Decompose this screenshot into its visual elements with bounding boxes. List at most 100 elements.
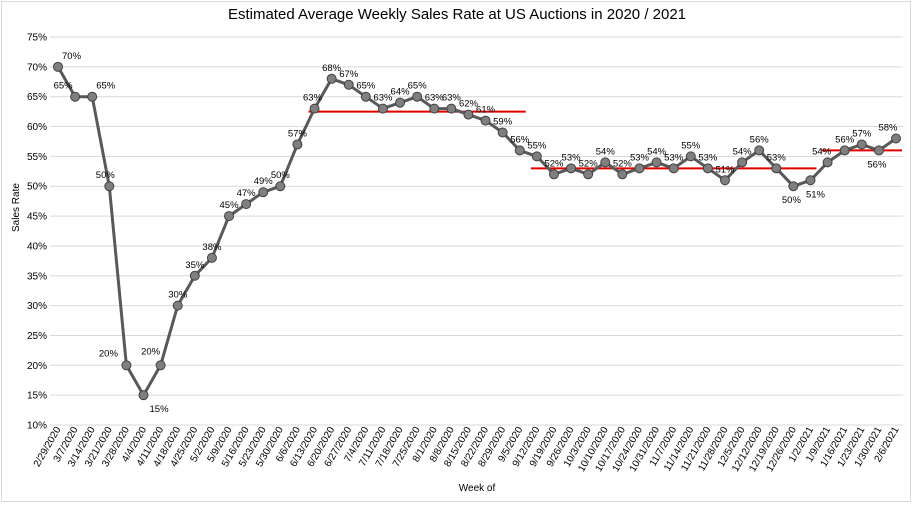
data-label: 54% (647, 146, 667, 157)
data-point (155, 360, 166, 371)
data-label: 57% (288, 128, 308, 139)
data-point (87, 91, 98, 102)
data-point (224, 211, 235, 222)
data-point (377, 103, 388, 114)
data-point (788, 181, 799, 192)
data-point (805, 175, 816, 186)
data-label: 54% (733, 146, 753, 157)
data-point (566, 163, 577, 174)
data-label: 35% (185, 260, 205, 271)
data-point (480, 115, 491, 126)
data-point (275, 181, 286, 192)
data-point (771, 163, 782, 174)
data-point (446, 103, 457, 114)
data-point (617, 169, 628, 180)
data-label: 30% (168, 290, 188, 301)
y-tick-label: 15% (27, 391, 47, 402)
data-point (531, 151, 542, 162)
data-point (412, 91, 423, 102)
data-label: 65% (356, 81, 376, 92)
data-label: 49% (254, 176, 274, 187)
data-point (497, 127, 508, 138)
data-point (668, 163, 679, 174)
data-label: 54% (596, 146, 616, 157)
data-label: 38% (202, 242, 222, 253)
data-point (463, 109, 474, 120)
data-label: 52% (544, 158, 564, 169)
series-line (56, 66, 897, 397)
data-label: 58% (878, 122, 898, 133)
data-label: 65% (54, 81, 74, 92)
y-tick-label: 75% (27, 33, 47, 44)
data-point (891, 133, 901, 144)
data-label: 15% (150, 404, 170, 415)
data-label: 50% (96, 170, 116, 181)
data-point (395, 97, 406, 108)
y-tick-label: 65% (27, 92, 47, 103)
data-label: 53% (630, 152, 650, 163)
y-tick-label: 40% (27, 241, 47, 252)
data-point (822, 157, 833, 168)
data-point (360, 91, 371, 102)
data-point (53, 61, 63, 72)
y-tick-label: 35% (27, 271, 47, 282)
data-label: 62% (459, 99, 479, 110)
data-point (121, 360, 132, 371)
data-point (241, 199, 252, 210)
data-point (651, 157, 662, 168)
data-label: 65% (408, 81, 428, 92)
y-tick-label: 25% (27, 331, 47, 342)
data-label: 50% (271, 170, 291, 181)
data-label: 56% (510, 134, 530, 145)
data-label: 70% (62, 51, 82, 62)
data-label: 55% (681, 140, 701, 151)
data-label: 63% (303, 93, 323, 104)
data-label: 50% (782, 195, 802, 206)
data-point (138, 390, 149, 401)
chart-title: Estimated Average Weekly Sales Rate at U… (227, 6, 687, 23)
data-label: 54% (812, 146, 832, 157)
y-tick-label: 10% (27, 421, 47, 432)
data-point (583, 169, 594, 180)
y-tick-label: 70% (27, 62, 47, 73)
data-point (873, 145, 884, 156)
data-label: 61% (476, 105, 496, 116)
data-point (754, 145, 765, 156)
data-point (600, 157, 611, 168)
data-label: 63% (442, 93, 462, 104)
data-label: 51% (715, 164, 735, 175)
data-point (189, 270, 200, 281)
y-tick-label: 20% (27, 361, 47, 372)
data-label: 55% (527, 140, 547, 151)
y-tick-label: 55% (27, 152, 47, 163)
data-point (737, 157, 748, 168)
data-point (343, 79, 354, 90)
x-axis-title: Week of (458, 483, 496, 494)
data-point (104, 181, 115, 192)
data-label: 52% (579, 158, 599, 169)
data-point (514, 145, 525, 156)
data-label: 56% (750, 134, 770, 145)
data-label: 68% (322, 63, 342, 74)
data-label: 65% (96, 81, 116, 92)
data-point (685, 151, 696, 162)
data-label: 56% (867, 159, 887, 170)
data-label: 64% (391, 87, 411, 98)
data-label: 67% (339, 69, 359, 80)
data-label: 47% (237, 188, 257, 199)
data-point (292, 139, 303, 150)
data-point (172, 300, 183, 311)
data-point (839, 145, 850, 156)
data-point (429, 103, 440, 114)
y-tick-label: 45% (27, 212, 47, 223)
data-label: 51% (806, 189, 826, 200)
data-point (702, 163, 713, 174)
data-label: 57% (852, 128, 872, 139)
data-point (258, 187, 269, 198)
data-point (719, 175, 730, 186)
data-label: 56% (835, 134, 855, 145)
data-label: 53% (664, 152, 684, 163)
data-label: 63% (425, 93, 445, 104)
